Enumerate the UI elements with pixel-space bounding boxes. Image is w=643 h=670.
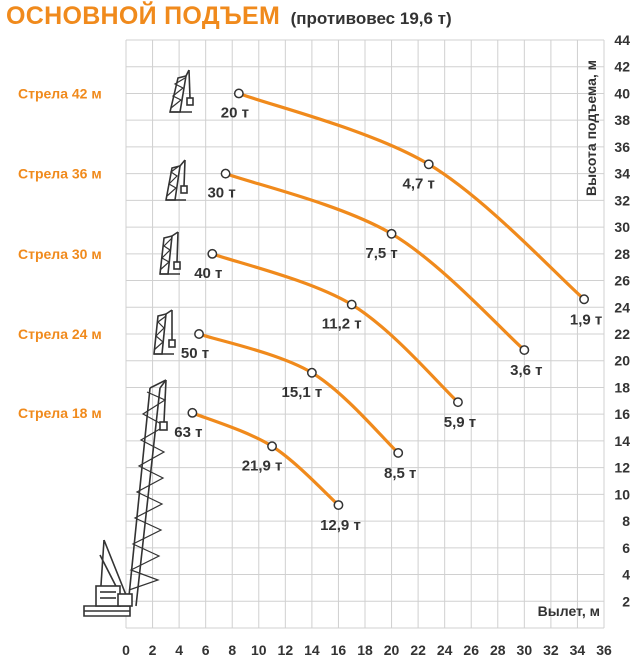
data-point <box>233 88 244 99</box>
x-tick-label: 18 <box>357 642 373 658</box>
y-tick-label: 14 <box>614 433 630 449</box>
x-tick-label: 32 <box>543 642 559 658</box>
data-label: 20 т <box>221 104 249 121</box>
series-name-label: Стрела 24 м <box>18 326 102 342</box>
x-tick-label: 22 <box>410 642 426 658</box>
y-axis-title: Высота подъема, м <box>583 60 599 196</box>
series-name-label: Стрела 42 м <box>18 85 102 101</box>
x-tick-label: 34 <box>570 642 586 658</box>
chart-title-sub: (противовес 19,6 т) <box>290 9 452 28</box>
y-tick-label: 22 <box>614 326 630 342</box>
x-tick-label: 14 <box>304 642 320 658</box>
y-tick-label: 12 <box>614 460 630 476</box>
jib-30-icon <box>159 231 181 275</box>
data-point <box>423 159 434 170</box>
series-name-label: Стрела 30 м <box>18 246 102 262</box>
y-tick-label: 30 <box>614 219 630 235</box>
data-point <box>346 299 357 310</box>
y-tick-label: 4 <box>622 567 630 583</box>
chart-labels: 0 2 4 6 8 10 12 14 16 18 20 22 24 26 28 30 32 34 362468101… <box>18 32 630 658</box>
y-tick-label: 32 <box>614 192 630 208</box>
x-tick-label: 28 <box>490 642 506 658</box>
y-tick-label: 26 <box>614 273 630 289</box>
data-point <box>393 447 404 458</box>
data-point <box>207 248 218 259</box>
x-tick-label: 36 <box>596 642 612 658</box>
y-tick-label: 2 <box>622 593 630 609</box>
y-tick-label: 18 <box>614 379 630 395</box>
y-tick-label: 42 <box>614 59 630 75</box>
x-tick-label: 6 <box>202 642 210 658</box>
y-tick-label: 16 <box>614 406 630 422</box>
series-line <box>237 91 586 301</box>
data-label: 30 т <box>207 185 235 202</box>
x-tick-label: 16 <box>331 642 347 658</box>
data-label: 8,5 т <box>384 465 416 482</box>
x-tick-label: 0 <box>122 642 130 658</box>
x-tick-label: 24 <box>437 642 453 658</box>
data-label: 11,2 т <box>322 316 362 333</box>
y-tick-label: 38 <box>614 112 630 128</box>
data-label: 21,9 т <box>242 457 283 474</box>
data-point <box>579 294 590 305</box>
y-tick-label: 24 <box>614 299 630 315</box>
data-label: 5,9 т <box>444 414 476 431</box>
data-point <box>220 168 231 179</box>
data-point <box>194 329 204 339</box>
y-tick-label: 10 <box>614 486 630 502</box>
y-tick-label: 28 <box>614 246 630 262</box>
jib-24-icon <box>153 309 176 355</box>
crane-illustration <box>83 69 194 617</box>
data-point <box>519 345 530 355</box>
data-point <box>333 500 344 511</box>
x-tick-label: 30 <box>517 642 533 658</box>
data-label: 63 т <box>174 424 202 441</box>
y-tick-label: 20 <box>614 353 630 369</box>
data-label: 7,5 т <box>365 245 397 262</box>
data-label: 4,7 т <box>403 175 435 192</box>
x-axis-title: Вылет, м <box>538 603 600 619</box>
data-point <box>452 397 463 408</box>
data-label: 12,9 т <box>320 517 361 534</box>
y-tick-label: 34 <box>614 166 630 182</box>
data-point <box>267 441 278 452</box>
x-tick-label: 10 <box>251 642 267 658</box>
load-curves <box>187 88 590 511</box>
y-tick-label: 6 <box>622 540 630 556</box>
data-label: 3,6 т <box>510 362 542 379</box>
y-tick-label: 40 <box>614 85 630 101</box>
series-name-label: Стрела 18 м <box>18 405 102 421</box>
x-tick-label: 8 <box>228 642 236 658</box>
y-tick-label: 44 <box>614 32 630 48</box>
chart-title: ОСНОВНОЙ ПОДЪЕМ (противовес 19,6 т) <box>6 2 452 31</box>
data-label: 50 т <box>181 345 209 362</box>
grid <box>125 39 605 629</box>
data-label: 1,9 т <box>570 311 602 328</box>
data-point <box>386 228 397 239</box>
data-point <box>187 407 198 418</box>
x-tick-label: 20 <box>384 642 400 658</box>
data-point <box>306 367 317 378</box>
data-label: 40 т <box>194 265 222 282</box>
crane-icon <box>83 379 168 617</box>
series-name-label: Стрела 36 м <box>18 166 102 182</box>
jib-36-icon <box>165 159 188 201</box>
data-label: 15,1 т <box>282 384 323 401</box>
x-tick-label: 4 <box>175 642 183 658</box>
x-tick-label: 12 <box>278 642 294 658</box>
jib-42-icon <box>168 69 194 113</box>
x-tick-label: 26 <box>463 642 479 658</box>
x-tick-label: 2 <box>149 642 157 658</box>
y-tick-label: 36 <box>614 139 630 155</box>
y-tick-label: 8 <box>622 513 630 529</box>
chart-title-main: ОСНОВНОЙ ПОДЪЕМ <box>6 2 281 30</box>
